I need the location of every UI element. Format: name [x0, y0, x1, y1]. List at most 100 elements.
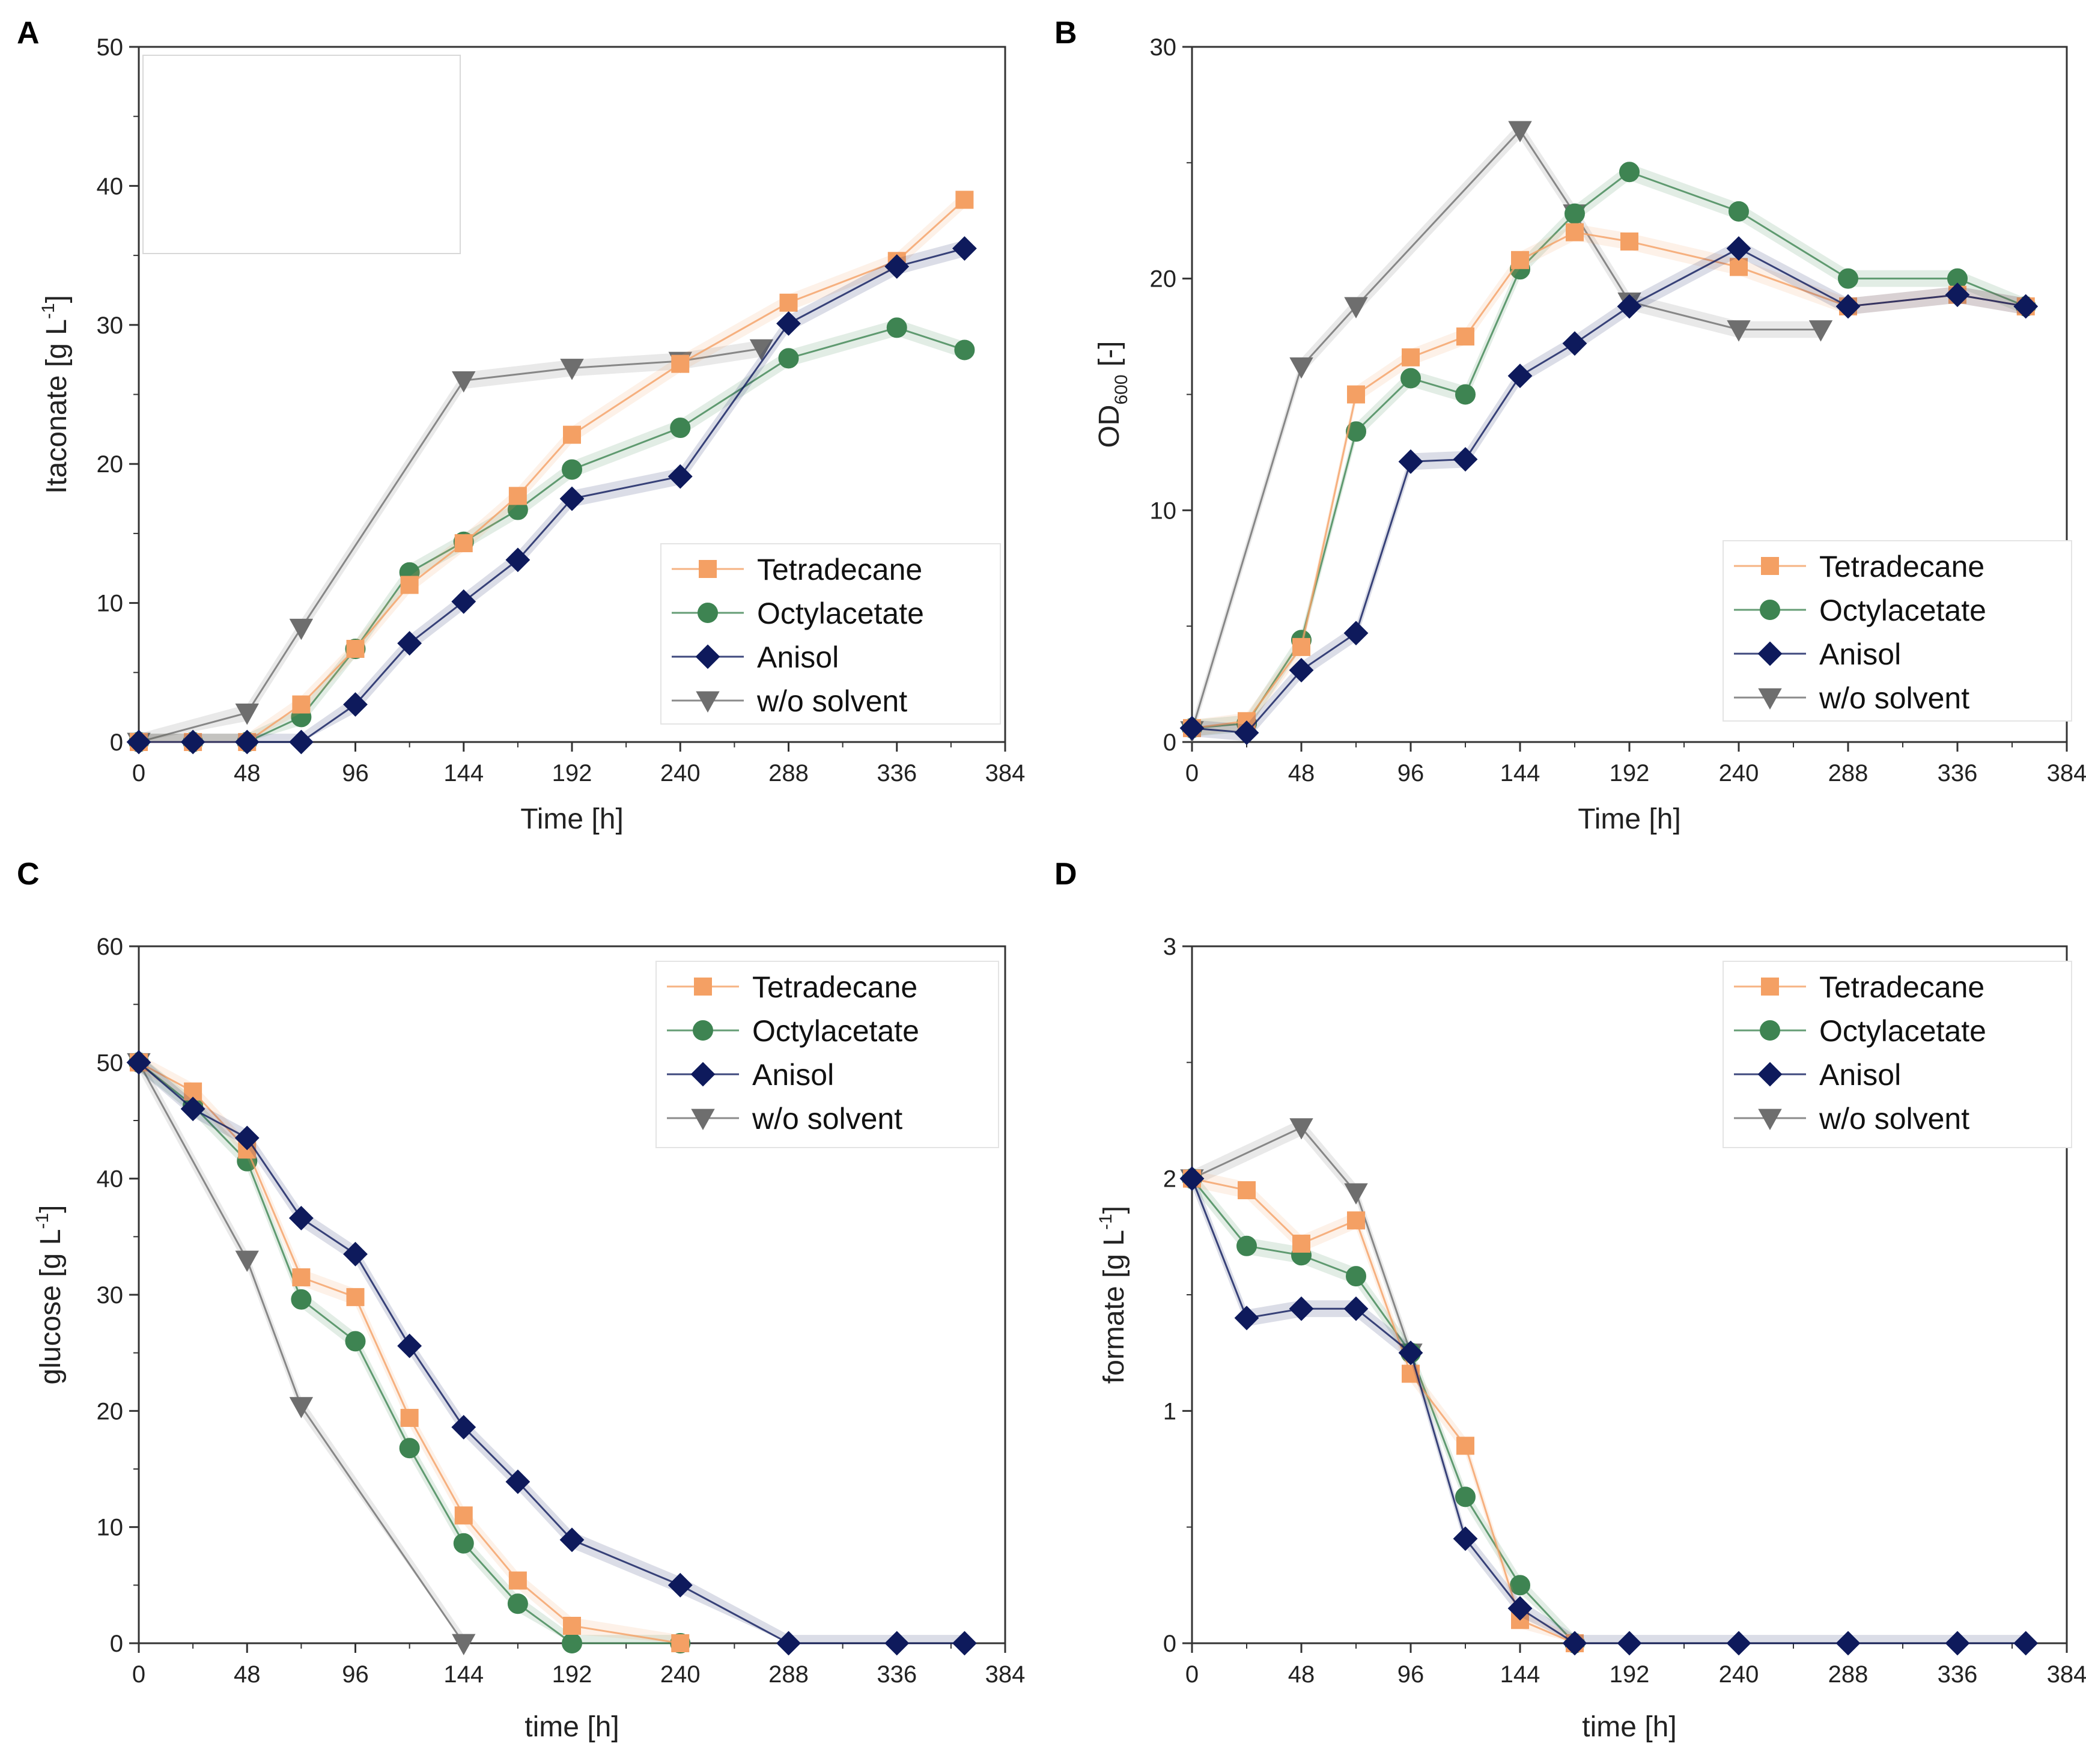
panel-a-xtick-label: 288 [768, 760, 809, 786]
panel-d-series-anisol-point [1453, 1526, 1478, 1551]
panel-d-legend-octylacetate-marker [1760, 1020, 1780, 1041]
panel-b-legend-tetradecane-marker [1761, 557, 1779, 575]
panel-b-legend-anisol-marker [1757, 641, 1783, 666]
panel-d-xtick-label: 0 [1185, 1661, 1199, 1688]
panel-b-series-anisol-band [1192, 240, 2026, 741]
panel-a-ytick-label: 10 [97, 591, 124, 617]
panel-d-series-anisol-point [1726, 1631, 1751, 1656]
panel-c-series-octylacetate-point [507, 1593, 528, 1614]
panel-b-legend-w-o-solvent-marker [1758, 688, 1782, 710]
panel-d-legend-tetradecane-marker [1761, 978, 1779, 996]
panel-b-series-anisol-point [1453, 447, 1478, 472]
panel-b-series-octylacetate-point [1455, 384, 1476, 405]
panel-d-series-anisol-point [2013, 1631, 2039, 1656]
panel-c-yaxis-title-end: ] [35, 1205, 67, 1213]
panel-b-xaxis-title: Time [h] [1578, 803, 1681, 835]
panel-a-series-anisol-point [397, 631, 422, 656]
panel-d-series-octylacetate-point [1236, 1235, 1257, 1256]
panel-d-series-octylacetate-point [1346, 1266, 1366, 1287]
panel-c-yaxis-title-sup: -1 [32, 1213, 52, 1229]
panel-b-yaxis-title-end: [-] [1093, 341, 1125, 374]
panel-b-xtick-label: 96 [1397, 760, 1425, 786]
panel-c-series-anisol-point [952, 1631, 977, 1656]
panel-c-series-octylacetate-point [399, 1438, 420, 1459]
panel-b-series-tetradecane-point [1730, 258, 1748, 276]
panel-b-series-tetradecane-point [1456, 327, 1474, 346]
panel-a-ytick-label: 40 [97, 173, 124, 199]
panel-c-legend-tetradecane-label: Tetradecane [752, 970, 917, 1004]
panel-d-series-anisol-point [1945, 1631, 1970, 1656]
panel-a-series-w-o-solvent-point [749, 339, 774, 361]
panel-d-series-anisol-point [1835, 1631, 1861, 1656]
panel-c-xtick-label: 240 [660, 1661, 701, 1688]
panel-a-series-tetradecane-point [563, 425, 581, 444]
panel-d-xtick-label: 240 [1719, 1661, 1759, 1688]
panel-d-series-octylacetate-point [1455, 1486, 1476, 1507]
panel-a-series-octylacetate-point [886, 317, 907, 338]
panel-c-legend-anisol-label: Anisol [752, 1058, 834, 1092]
panel-b-legend-octylacetate-marker [1760, 600, 1780, 620]
panel-b-xtick-label: 336 [1938, 760, 1978, 786]
panel-b-series-tetradecane-band [1192, 224, 2026, 737]
panel-d-series-tetradecane-point [1347, 1211, 1365, 1230]
panel-d-xtick-label: 96 [1397, 1661, 1425, 1688]
panel-c-legend-octylacetate-label: Octylacetate [752, 1014, 919, 1048]
panel-c-xtick-label: 336 [877, 1661, 917, 1688]
panel-d-legend-anisol-marker [1757, 1062, 1783, 1087]
panel-b-series-w-o-solvent-point [1508, 121, 1532, 142]
panel-a-xtick-label: 240 [660, 760, 701, 786]
panel-c-xtick-label: 0 [132, 1661, 145, 1688]
panel-b-series-w-o-solvent-line [1191, 129, 1821, 731]
panel-b-series-anisol-point [1234, 720, 1259, 745]
panel-c-series-anisol-line [138, 1062, 965, 1644]
panel-c-series-anisol-point [884, 1631, 910, 1656]
panel-c-xtick-label: 96 [342, 1661, 369, 1688]
panel-c-yaxis-title-main: glucose [g L [35, 1229, 67, 1385]
panel-c-series-octylacetate-line [138, 1062, 681, 1644]
panel-a-ytick-label: 0 [110, 729, 123, 756]
panel-b-legend-octylacetate-label: Octylacetate [1819, 594, 1986, 627]
panel-c-legend: Tetradecane Octylacetate Anisol w/o solvent [655, 961, 999, 1148]
panel-c-series-anisol-point [234, 1125, 260, 1151]
panel-c-series-tetradecane-point [400, 1408, 419, 1427]
panel-b-series-w-o-solvent-point [1727, 320, 1751, 342]
panel-a-ytick-label: 50 [97, 34, 124, 61]
panel-a-xtick-label: 192 [552, 760, 592, 786]
panel-b-legend-w-o-solvent-label: w/o solvent [1819, 681, 1969, 715]
panel-c-legend-anisol-marker [690, 1062, 716, 1087]
panel-a-legend-octylacetate-label: Octylacetate [757, 597, 924, 630]
panel-a: A 0 48 96 144 192 240 288 336 384 0 10 20 30 40 50 Time … [17, 16, 1025, 835]
panel-a-series-anisol-point [667, 464, 693, 489]
panel-c-series-octylacetate-point [345, 1331, 366, 1352]
panel-d-series-anisol-point [1343, 1296, 1369, 1321]
panel-d-yaxis-title-sup: -1 [1096, 1214, 1116, 1230]
panel-b-xtick-label: 0 [1185, 760, 1199, 786]
panel-b-series-octylacetate-point [1729, 201, 1749, 222]
panel-a-series-tetradecane-point [400, 576, 419, 594]
panel-c-yaxis-title: glucose [g L-1] [32, 1205, 67, 1385]
panel-c-series-tetradecane-point [454, 1506, 473, 1525]
panel-b-series-anisol-point [1289, 658, 1314, 683]
panel-d-series-tetradecane-point [1238, 1181, 1256, 1199]
panel-c-series-w-o-solvent [127, 1053, 476, 1656]
panel-b-legend-anisol-label: Anisol [1819, 637, 1901, 671]
panel-b-series-anisol-point [1945, 282, 1970, 308]
panel-b-series-octylacetate-point [1346, 421, 1366, 442]
panel-d-series-anisol [1179, 1166, 2039, 1656]
panel-a-series-octylacetate-point [954, 339, 975, 360]
panel-c-series-anisol-point [776, 1631, 801, 1656]
panel-d-xtick-label: 192 [1610, 1661, 1650, 1688]
panel-d-ytick-label: 2 [1163, 1166, 1176, 1193]
panel-c-ytick-label: 20 [97, 1398, 124, 1425]
panel-b-letter: B [1054, 16, 1077, 50]
panel-c-xtick-label: 384 [985, 1661, 1026, 1688]
panel-b-series-anisol-point [1835, 294, 1861, 319]
panel-c-series-tetradecane-point [508, 1571, 527, 1590]
panel-b-xtick-label: 144 [1500, 760, 1540, 786]
panel-b-series-w-o-solvent-point [1344, 297, 1368, 319]
panel-c-ytick-label: 0 [110, 1631, 123, 1657]
panel-a-series-tetradecane-point [779, 293, 798, 312]
panel-b-series-octylacetate-point [1838, 268, 1858, 289]
panel-a-series-octylacetate-point [562, 459, 582, 480]
panel-c-xtick-label: 288 [768, 1661, 809, 1688]
